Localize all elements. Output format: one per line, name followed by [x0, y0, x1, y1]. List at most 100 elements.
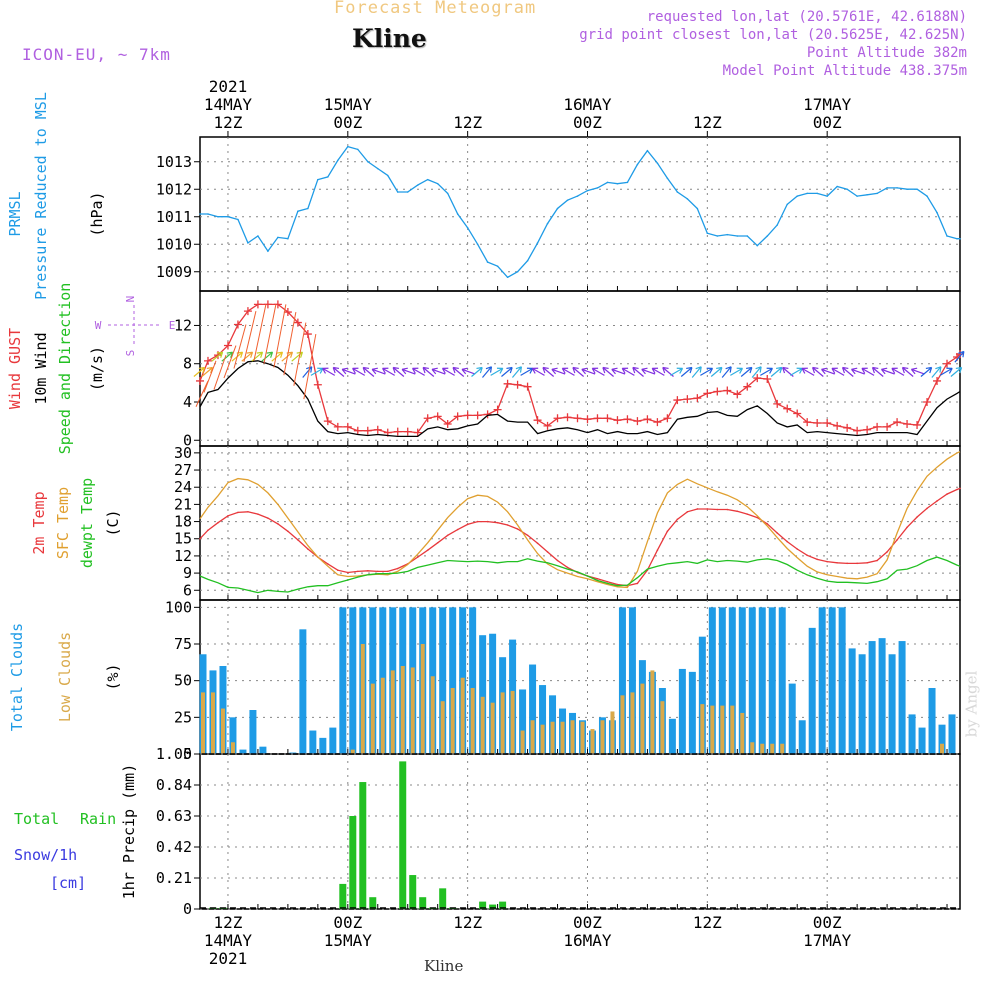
data-point [446, 534, 449, 537]
wind-direction-arrow [382, 367, 395, 376]
data-point [746, 513, 749, 515]
data-point [237, 511, 239, 514]
data-point [436, 541, 439, 544]
axis-label: Low Clouds [56, 632, 74, 722]
gust-point [233, 320, 242, 329]
data-point [506, 276, 509, 279]
arrow-shaft [730, 367, 743, 376]
total-cloud-bar [728, 607, 736, 754]
model-altitude: Model Point Altitude 438.375m [722, 63, 967, 79]
top-time-label: 00Z [333, 113, 362, 132]
arrow-shaft [812, 367, 824, 377]
arrow-head [831, 367, 838, 374]
arrow-shaft [511, 366, 522, 378]
total-cloud-bar [539, 685, 547, 754]
chart-title: Forecast Meteogram [334, 0, 537, 18]
wind-direction-arrow [332, 366, 345, 377]
total-cloud-bar [938, 724, 946, 754]
y-tick-label: 8 [183, 355, 192, 373]
data-point [199, 537, 201, 540]
wind-direction-arrow [632, 366, 644, 377]
arrow-shaft [931, 366, 942, 378]
total-cloud-bar [948, 714, 956, 754]
arrow-shaft [471, 367, 483, 377]
data-point [706, 508, 709, 510]
data-point [307, 548, 309, 550]
rain-bar [489, 904, 497, 909]
arrow-head [621, 367, 629, 374]
axis-label: Speed and Direction [56, 283, 74, 455]
arrow-head [871, 366, 879, 374]
y-tick-label: 0.84 [156, 776, 192, 794]
gust-point [713, 387, 722, 396]
arrow-shaft [700, 367, 713, 376]
arrow-shaft [322, 367, 336, 376]
data-point [616, 182, 619, 185]
gust-point [843, 423, 852, 432]
axis-label: 2m Temp [30, 491, 48, 554]
arrow-shaft [482, 366, 492, 378]
gust-point [913, 420, 922, 429]
data-point [496, 521, 499, 524]
side-label-total: Total [14, 810, 59, 828]
wind-direction-arrow [710, 366, 723, 377]
data-point [406, 191, 409, 193]
arrow-shaft [362, 367, 375, 377]
bottom-time-label: 16MAY [563, 931, 612, 950]
wind-direction-arrow [501, 366, 513, 377]
wind-direction-arrow [831, 367, 845, 376]
arrow-shaft [461, 368, 476, 375]
wind-direction-arrow [591, 367, 605, 376]
wind-direction-arrow [551, 367, 566, 375]
panel-temperature [194, 445, 961, 601]
gust-point [533, 416, 542, 425]
total-cloud-bar [309, 730, 317, 754]
gust-point [893, 418, 902, 427]
arrow-shaft [520, 367, 534, 376]
low-cloud-bar [730, 705, 735, 754]
data-point [936, 500, 938, 502]
data-point [347, 145, 349, 148]
data-point [886, 187, 888, 189]
low-cloud-bar [490, 702, 495, 754]
total-cloud-bar [808, 627, 816, 754]
arrow-shaft [770, 367, 783, 377]
arrow-head [206, 366, 214, 374]
series-line-prmsl [200, 145, 960, 279]
arrow-shaft [789, 367, 803, 376]
gust-point [283, 308, 292, 317]
arrow-head [801, 367, 808, 374]
data-point [347, 571, 349, 574]
arrow-shaft [562, 367, 575, 376]
data-point [207, 529, 209, 531]
data-point [237, 218, 239, 221]
wind-direction-arrow [211, 351, 224, 362]
arrow-shaft [591, 367, 605, 376]
arrow-shaft [920, 367, 933, 377]
data-point [396, 191, 399, 193]
y-tick-label: 4 [183, 393, 192, 411]
arrow-head [452, 366, 459, 374]
wind-direction-arrow [801, 367, 815, 376]
y-tick-label: 75 [174, 635, 192, 653]
total-cloud-bar [259, 746, 267, 754]
arrow-shaft [401, 368, 416, 375]
data-point [896, 187, 898, 189]
rain-bar [369, 897, 377, 909]
wind-direction-arrow [561, 367, 575, 376]
low-cloud-bar [410, 667, 415, 754]
data-point [386, 570, 389, 573]
data-point [626, 181, 629, 184]
data-point [776, 532, 779, 534]
series-line-dewpt-temp [199, 556, 961, 594]
y-tick-label: 25 [174, 708, 192, 726]
top-time-label: 2021 [209, 77, 248, 96]
arrow-shaft [352, 367, 366, 376]
wind-direction-arrow [954, 350, 965, 363]
arrow-head [755, 366, 762, 373]
data-point [656, 549, 659, 551]
gust-point [263, 300, 272, 309]
data-point [416, 184, 419, 186]
wind-direction-arrow [700, 367, 714, 376]
total-cloud-bar [698, 636, 706, 754]
